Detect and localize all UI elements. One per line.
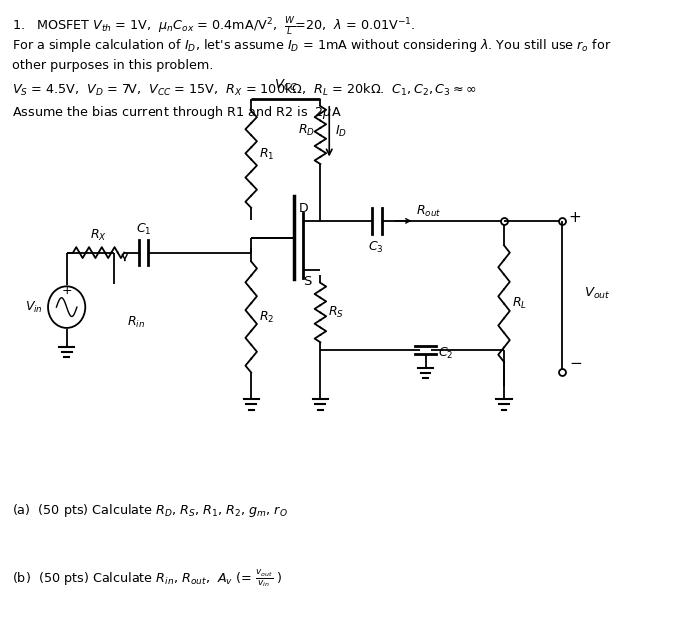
- Text: +: +: [569, 211, 582, 225]
- Text: $V_{CC}$: $V_{CC}$: [274, 78, 298, 93]
- Text: $R_L$: $R_L$: [512, 296, 527, 311]
- Text: $C_1$: $C_1$: [136, 221, 152, 237]
- Text: $C_3$: $C_3$: [368, 239, 383, 255]
- Text: 1.   MOSFET $V_{th}$ = 1V,  $\mu_n C_{ox}$ = 0.4mA/V$^2$,  $\frac{W}{L}$=20,  $\: 1. MOSFET $V_{th}$ = 1V, $\mu_n C_{ox}$ …: [12, 15, 415, 37]
- Text: $R_{out}$: $R_{out}$: [416, 204, 442, 219]
- Text: other purposes in this problem.: other purposes in this problem.: [12, 59, 213, 73]
- Text: $R_{in}$: $R_{in}$: [126, 315, 145, 329]
- Text: $I_D$: $I_D$: [335, 124, 348, 139]
- Text: S: S: [303, 275, 311, 288]
- Text: $R_X$: $R_X$: [90, 227, 107, 243]
- Text: Assume the bias current through R1 and R2 is  2$\mu$A: Assume the bias current through R1 and R…: [12, 104, 342, 121]
- Text: $R_D$: $R_D$: [298, 123, 315, 138]
- Text: $R_S$: $R_S$: [328, 305, 344, 320]
- Text: $C_2$: $C_2$: [438, 346, 453, 361]
- Text: $V_{in}$: $V_{in}$: [25, 300, 43, 315]
- Text: $R_1$: $R_1$: [259, 147, 275, 162]
- Text: (b)  (50 pts) Calculate $R_{in}$, $R_{out}$,  $A_v$ (= $\frac{v_{out}}{v_{in}}$ : (b) (50 pts) Calculate $R_{in}$, $R_{out…: [12, 568, 282, 589]
- Text: $R_2$: $R_2$: [259, 309, 275, 325]
- Text: $-$: $-$: [569, 354, 582, 369]
- Text: D: D: [298, 202, 308, 215]
- Text: For a simple calculation of $I_D$, let's assume $I_D$ = 1mA without considering : For a simple calculation of $I_D$, let's…: [12, 37, 611, 54]
- Text: $V_{out}$: $V_{out}$: [584, 286, 611, 301]
- Text: +: +: [61, 284, 72, 297]
- Text: (a)  (50 pts) Calculate $R_D$, $R_S$, $R_1$, $R_2$, $g_m$, $r_O$: (a) (50 pts) Calculate $R_D$, $R_S$, $R_…: [12, 503, 288, 519]
- Text: $V_S$ = 4.5V,  $V_D$ = 7V,  $V_{CC}$ = 15V,  $R_X$ = 100k$\Omega$,  $R_L$ = 20k$: $V_S$ = 4.5V, $V_D$ = 7V, $V_{CC}$ = 15V…: [12, 82, 476, 98]
